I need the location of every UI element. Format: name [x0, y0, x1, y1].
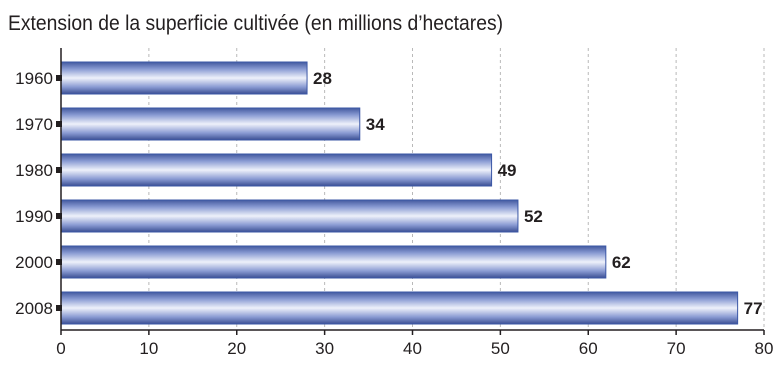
- x-tick-label-10: 10: [139, 339, 158, 358]
- y-tick-label-1990: 1990: [15, 207, 53, 226]
- x-tick-label-40: 40: [403, 339, 422, 358]
- data-label-1970: 34: [366, 115, 385, 134]
- y-tick-mark-1960: [56, 75, 62, 81]
- bar-1970: [60, 107, 361, 141]
- x-tick-label-0: 0: [56, 339, 65, 358]
- bar-1960: [60, 61, 308, 95]
- data-label-2008: 77: [744, 299, 763, 318]
- bar-2008: [60, 291, 739, 325]
- y-tick-mark-1980: [56, 167, 62, 173]
- data-label-1960: 28: [313, 69, 332, 88]
- axes: [56, 48, 765, 335]
- x-tick-label-50: 50: [491, 339, 510, 358]
- bar-1980: [60, 153, 493, 187]
- y-tick-mark-1970: [56, 121, 62, 127]
- x-tick-label-20: 20: [227, 339, 246, 358]
- y-tick-label-2000: 2000: [15, 253, 53, 272]
- y-tick-label-1970: 1970: [15, 115, 53, 134]
- grid-lines: [148, 48, 765, 330]
- bars: [60, 61, 739, 325]
- y-tick-label-1960: 1960: [15, 69, 53, 88]
- x-tick-label-70: 70: [667, 339, 686, 358]
- data-label-1980: 49: [498, 161, 517, 180]
- x-tick-label-30: 30: [315, 339, 334, 358]
- bar-1990: [60, 199, 519, 233]
- y-tick-mark-1990: [56, 213, 62, 219]
- data-label-2000: 62: [612, 253, 631, 272]
- y-tick-label-2008: 2008: [15, 299, 53, 318]
- x-tick-label-80: 80: [755, 339, 774, 358]
- data-label-1990: 52: [524, 207, 543, 226]
- labels: 0 10 20 30 40 50 60 70 80 1960 28 1970 34 1980 49 1990 5…: [15, 69, 773, 358]
- y-tick-label-1980: 1980: [15, 161, 53, 180]
- x-tick-label-60: 60: [579, 339, 598, 358]
- y-tick-mark-2000: [56, 259, 62, 265]
- chart-title: Extension de la superficie cultivée (en …: [8, 12, 504, 35]
- y-tick-mark-2008: [56, 305, 62, 311]
- bar-2000: [60, 245, 607, 279]
